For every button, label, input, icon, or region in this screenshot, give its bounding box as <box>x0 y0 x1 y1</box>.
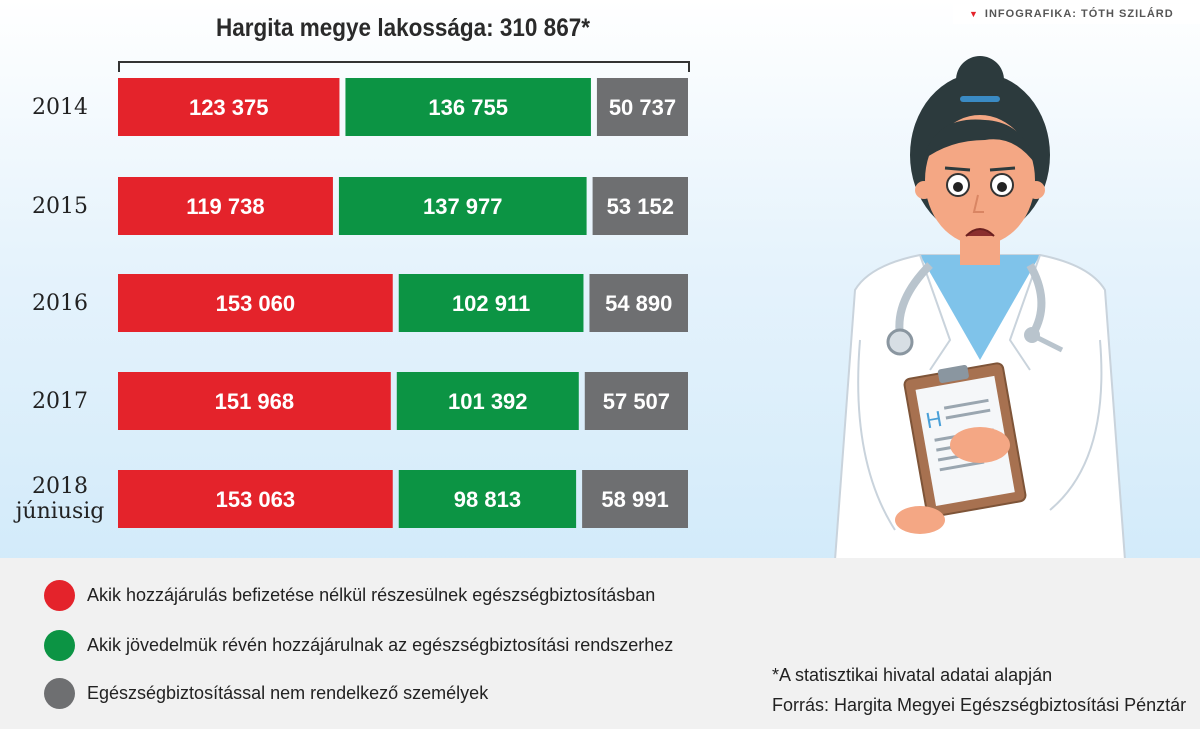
legend-panel: Akik hozzájárulás befizetése nélkül rész… <box>0 558 1200 729</box>
bar-2014-series-1 <box>345 78 591 136</box>
category-label-line: júniusig <box>15 499 105 524</box>
gray-dot-icon <box>44 677 75 709</box>
svg-text:H: H <box>924 406 944 433</box>
category-label-line: 2017 <box>32 388 88 414</box>
data-label: 50 737 <box>609 95 676 120</box>
data-label: 53 152 <box>607 194 674 219</box>
data-label: 136 755 <box>428 95 508 120</box>
legend-item-red: Akik hozzájárulás befizetése nélkül rész… <box>44 579 655 611</box>
data-label: 98 813 <box>454 487 521 512</box>
legend-item-gray: Egészségbiztosítással nem rendelkező sze… <box>44 677 488 709</box>
data-label: 101 392 <box>448 389 528 414</box>
bar-2014-series-0 <box>118 78 340 136</box>
category-label: 2016 <box>0 291 120 316</box>
data-label: 153 063 <box>216 487 296 512</box>
green-dot-icon <box>44 629 75 661</box>
category-label: 2018 júniusig <box>0 474 120 524</box>
data-label: 102 911 <box>452 291 530 316</box>
category-label: 2014 <box>0 95 120 120</box>
category-label-line: 2015 <box>32 193 88 219</box>
red-dot-icon <box>44 579 75 611</box>
bar-2018-series-1 <box>398 470 577 528</box>
bar-2015-series-0 <box>118 177 333 235</box>
bar-2016-series-1 <box>398 274 584 332</box>
source-note: Forrás: Hargita Megyei Egészségbiztosítá… <box>772 695 1187 715</box>
bar-2018-series-0 <box>118 470 393 528</box>
total-bracket <box>118 61 690 72</box>
bar-2016-series-2 <box>589 274 688 332</box>
category-label: 2017 <box>0 389 120 414</box>
bar-2018-series-2 <box>582 470 688 528</box>
bar-2017-series-0 <box>118 372 391 430</box>
data-label: 151 968 <box>215 389 295 414</box>
bar-chart: 123 375 136 755 50 737 119 738 137 977 53 152… <box>118 78 688 528</box>
data-label: 123 375 <box>189 95 269 120</box>
footnote: *A statisztikai hivatal adatai alapján <box>772 665 1053 685</box>
bar-2017-series-2 <box>584 372 688 430</box>
chart-title: Hargita megye lakossága: 310 867* <box>216 14 590 42</box>
bar-2015-series-2 <box>592 177 688 235</box>
category-label-line: 2018 <box>32 474 88 499</box>
bar-2015-series-1 <box>338 177 587 235</box>
legend-item-green: Akik jövedelmük révén hozzájárulnak az e… <box>44 629 673 661</box>
data-label: 119 738 <box>186 194 264 219</box>
data-label: 153 060 <box>216 291 296 316</box>
data-label: 58 991 <box>601 487 668 512</box>
triangle-marker-icon: ▼ <box>969 9 979 19</box>
data-label: 54 890 <box>605 291 672 316</box>
data-label: 57 507 <box>603 389 670 414</box>
credit-label: ▼ INFOGRAFIKA: TÓTH SZILÁRD <box>953 4 1200 24</box>
bar-2016-series-0 <box>118 274 393 332</box>
bar-2017-series-1 <box>396 372 579 430</box>
category-label-line: 2016 <box>32 290 88 316</box>
doctor-illustration: H <box>833 56 1127 560</box>
category-label: 2015 <box>0 194 120 219</box>
category-label-line: 2014 <box>32 94 88 120</box>
data-label: 137 977 <box>423 194 503 219</box>
bar-2014-series-2 <box>596 78 688 136</box>
